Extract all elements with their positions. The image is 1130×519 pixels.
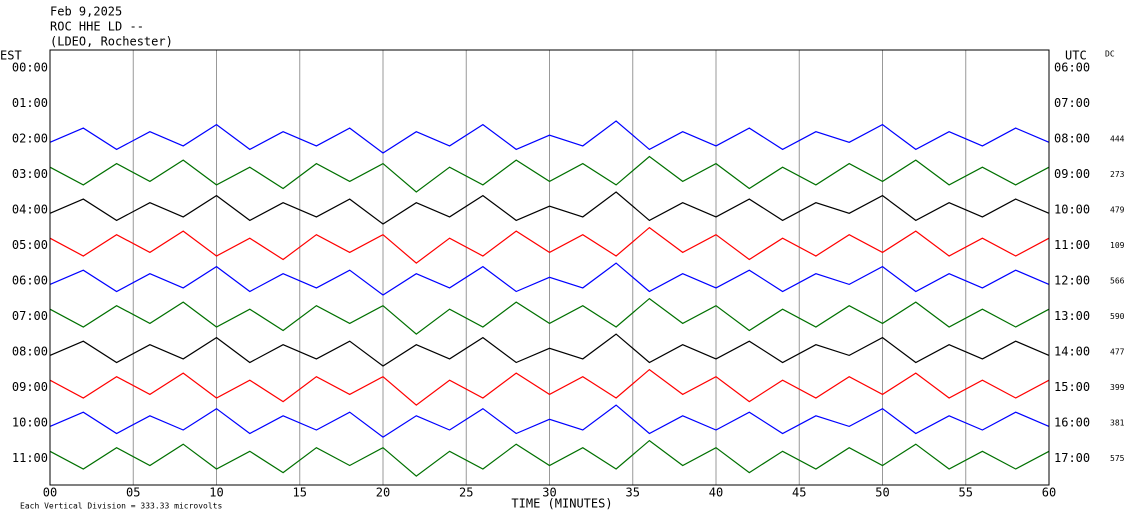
dc-label: 590	[1110, 312, 1125, 321]
y-tick-label: 11:00	[12, 451, 48, 465]
dc-label: 566	[1110, 276, 1125, 285]
y2-tick-label: 11:00	[1054, 238, 1090, 252]
x-tick-label: 30	[542, 486, 556, 500]
y2-tick-label: 12:00	[1054, 273, 1090, 287]
trace	[49, 368, 1050, 406]
trace	[49, 404, 1050, 438]
dc-label: 575	[1110, 454, 1125, 463]
y-tick-label: 02:00	[12, 131, 48, 145]
note: Each Vertical Division = 333.33 microvol…	[20, 502, 222, 511]
y2-tick-label: 15:00	[1054, 380, 1090, 394]
x-tick-label: 45	[792, 486, 806, 500]
y-tick-label: 04:00	[12, 202, 48, 216]
trace	[49, 155, 1050, 193]
y-tick-label: 03:00	[12, 167, 48, 181]
y-tick-label: 08:00	[12, 344, 48, 358]
y-tick-label: 07:00	[12, 309, 48, 323]
trace	[49, 226, 1050, 264]
dc-label: 477	[1110, 347, 1125, 356]
trace	[49, 120, 1050, 154]
dc-label: 444	[1110, 134, 1125, 143]
title: Feb 9,2025	[50, 5, 122, 19]
trace	[49, 191, 1050, 225]
y-tick-label: 06:00	[12, 273, 48, 287]
station: (LDEO, Rochester)	[50, 35, 173, 49]
y-tick-label: 10:00	[12, 415, 48, 429]
subtitle: ROC HHE LD --	[50, 20, 144, 34]
y-label: EST	[0, 49, 22, 63]
x-tick-label: 10	[209, 486, 223, 500]
dc-title: DC	[1105, 50, 1115, 59]
dc-label: 109	[1110, 241, 1125, 250]
trace	[49, 262, 1050, 296]
trace	[49, 297, 1050, 335]
y2-tick-label: 14:00	[1054, 344, 1090, 358]
y-tick-label: 00:00	[12, 60, 48, 74]
y2-tick-label: 13:00	[1054, 309, 1090, 323]
x-tick-label: 05	[126, 486, 140, 500]
x-tick-label: 00	[43, 486, 57, 500]
x-tick-label: 55	[959, 486, 973, 500]
y-tick-label: 05:00	[12, 238, 48, 252]
x-tick-label: 50	[875, 486, 889, 500]
y-tick-label: 01:00	[12, 96, 48, 110]
trace	[49, 439, 1050, 477]
y2-tick-label: 16:00	[1054, 415, 1090, 429]
x-tick-label: 40	[709, 486, 723, 500]
x-tick-label: 25	[459, 486, 473, 500]
dc-label: 381	[1110, 418, 1125, 427]
x-tick-label: 15	[293, 486, 307, 500]
y-tick-label: 09:00	[12, 380, 48, 394]
y2-tick-label: 06:00	[1054, 60, 1090, 74]
y2-label: UTC	[1065, 49, 1087, 63]
y2-tick-label: 17:00	[1054, 451, 1090, 465]
dc-label: 479	[1110, 205, 1125, 214]
y2-tick-label: 07:00	[1054, 96, 1090, 110]
plot-frame	[49, 49, 1050, 486]
dc-label: 399	[1110, 383, 1125, 392]
x-tick-label: 20	[376, 486, 390, 500]
dc-label: 273	[1110, 170, 1125, 179]
trace	[49, 333, 1050, 367]
x-tick-label: 35	[626, 486, 640, 500]
x-tick-label: 60	[1042, 486, 1056, 500]
y2-tick-label: 08:00	[1054, 131, 1090, 145]
y2-tick-label: 09:00	[1054, 167, 1090, 181]
y2-tick-label: 10:00	[1054, 202, 1090, 216]
x-label: TIME (MINUTES)	[511, 497, 612, 511]
